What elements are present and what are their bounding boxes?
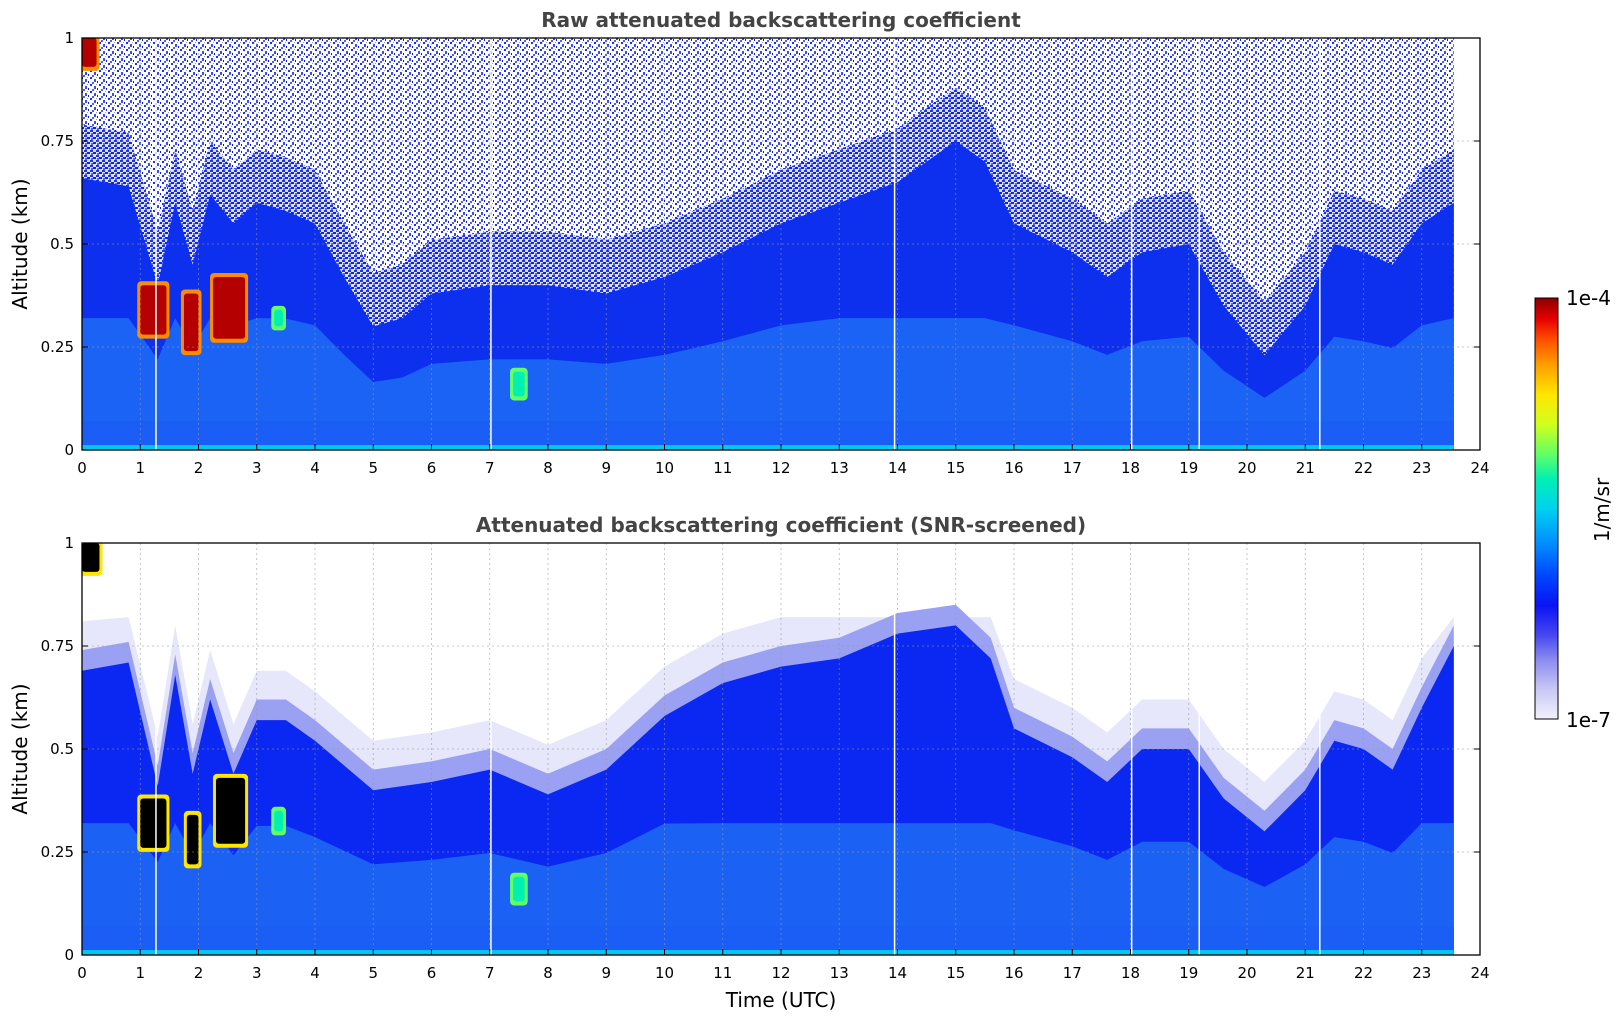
- top-cloud-core-1: [183, 293, 199, 352]
- bottom-plot-area: [82, 543, 1454, 955]
- top-xtick-label-5: 5: [368, 459, 378, 477]
- colorbar-min-label: 1e-7: [1566, 708, 1611, 732]
- top-xtick-label-15: 15: [946, 459, 965, 477]
- bottom-chart-title: Attenuated backscattering coefficient (S…: [476, 513, 1086, 537]
- top-xtick-label-14: 14: [888, 459, 907, 477]
- bottom-xtick-label-16: 16: [1004, 964, 1023, 982]
- bottom-xtick-label-18: 18: [1121, 964, 1140, 982]
- bottom-grid: [82, 543, 1480, 955]
- bottom-ytick-label-0: 0: [64, 946, 74, 964]
- top-plot-area: [82, 38, 1454, 450]
- top-xtick-label-6: 6: [427, 459, 437, 477]
- bottom-y-axis: 0 0.25 0.5 0.75 1: [41, 534, 1480, 964]
- top-xtick-label-23: 23: [1412, 459, 1431, 477]
- bottom-xtick-label-2: 2: [194, 964, 204, 982]
- top-y-axis: 0 0.25 0.5 0.75 1: [41, 29, 1480, 459]
- bottom-xtick-label-20: 20: [1237, 964, 1256, 982]
- top-xtick-label-4: 4: [310, 459, 320, 477]
- top-grid: [82, 38, 1480, 450]
- bottom-xtick-label-12: 12: [771, 964, 790, 982]
- top-ytick-label-4: 1: [64, 29, 74, 47]
- top-xtick-label-19: 19: [1179, 459, 1198, 477]
- bottom-xtick-label-8: 8: [543, 964, 553, 982]
- bottom-cloud-core-2: [215, 777, 246, 844]
- bottom-cloud-core-4: [82, 543, 100, 572]
- colorbar-units-label: 1/m/sr: [1590, 477, 1614, 542]
- bottom-y-axis-label: Altitude (km): [8, 683, 32, 814]
- bottom-x-axis: 0 1 2 3 4 5 6 7 8 9 10 11 12 13 14 15 16 17 18 19 20 21 22 23 24: [77, 949, 1490, 982]
- top-ytick-label-3: 0.75: [41, 132, 74, 150]
- top-ytick-label-1: 0.25: [41, 338, 74, 356]
- top-xtick-label-10: 10: [655, 459, 674, 477]
- top-ground-return: [82, 445, 1454, 450]
- top-xtick-label-0: 0: [77, 459, 87, 477]
- bottom-ground-return: [82, 950, 1454, 955]
- colorbar-scale: [1534, 297, 1559, 720]
- bottom-x-axis-label: Time (UTC): [725, 988, 837, 1012]
- bottom-cloud-core-5: [513, 876, 525, 902]
- top-chart-title: Raw attenuated backscattering coefficien…: [541, 8, 1021, 32]
- bottom-ytick-label-3: 0.75: [41, 637, 74, 655]
- bottom-xtick-label-3: 3: [252, 964, 262, 982]
- top-xtick-label-21: 21: [1296, 459, 1315, 477]
- top-xtick-label-8: 8: [543, 459, 553, 477]
- top-cloud-core-2: [213, 276, 246, 339]
- top-xtick-label-16: 16: [1004, 459, 1023, 477]
- top-xtick-label-20: 20: [1237, 459, 1256, 477]
- top-cloud-core-4: [82, 38, 97, 67]
- top-cloud-core-5: [513, 371, 525, 397]
- bottom-ytick-label-2: 0.5: [50, 740, 74, 758]
- colorbar: 1e-4 1e-7 1/m/sr: [1534, 286, 1614, 732]
- top-ytick-label-0: 0: [64, 441, 74, 459]
- top-xtick-label-11: 11: [713, 459, 732, 477]
- bottom-xtick-label-10: 10: [655, 964, 674, 982]
- top-xtick-label-2: 2: [194, 459, 204, 477]
- top-xtick-label-22: 22: [1354, 459, 1373, 477]
- top-xtick-label-1: 1: [135, 459, 145, 477]
- bottom-xtick-label-19: 19: [1179, 964, 1198, 982]
- bottom-xtick-label-14: 14: [888, 964, 907, 982]
- bottom-xtick-label-13: 13: [830, 964, 849, 982]
- top-x-axis: 0 1 2 3 4 5 6 7 8 9 10 11 12 13 14 15 16 17 18 19 20 21 22 23 24: [77, 444, 1490, 477]
- top-xtick-label-24: 24: [1470, 459, 1489, 477]
- top-cloud-core-0: [140, 285, 167, 335]
- bottom-xtick-label-15: 15: [946, 964, 965, 982]
- bottom-xtick-label-6: 6: [427, 964, 437, 982]
- top-xtick-label-3: 3: [252, 459, 262, 477]
- bottom-xtick-label-17: 17: [1063, 964, 1082, 982]
- bottom-cloud-core-0: [140, 798, 167, 848]
- bottom-xtick-label-9: 9: [601, 964, 611, 982]
- bottom-xtick-label-1: 1: [135, 964, 145, 982]
- top-panel: 0 1 2 3 4 5 6 7 8 9 10 11 12 13 14 15 16 17 18 19 20 21 22 23 24…: [8, 29, 1490, 477]
- bottom-xtick-label-21: 21: [1296, 964, 1315, 982]
- top-cloud-core-3: [274, 309, 283, 327]
- top-xtick-label-9: 9: [601, 459, 611, 477]
- top-xtick-label-17: 17: [1063, 459, 1082, 477]
- bottom-lower-layer: [82, 823, 1454, 955]
- bottom-xtick-label-7: 7: [485, 964, 495, 982]
- bottom-xtick-label-11: 11: [713, 964, 732, 982]
- bottom-cloud-core-1: [186, 814, 199, 865]
- bottom-ytick-label-4: 1: [64, 534, 74, 552]
- top-xtick-label-7: 7: [485, 459, 495, 477]
- top-lower-layer: [82, 318, 1454, 450]
- top-xtick-label-13: 13: [830, 459, 849, 477]
- top-xtick-label-18: 18: [1121, 459, 1140, 477]
- bottom-xtick-label-0: 0: [77, 964, 87, 982]
- bottom-xtick-label-5: 5: [368, 964, 378, 982]
- bottom-xtick-label-4: 4: [310, 964, 320, 982]
- top-ytick-label-2: 0.5: [50, 235, 74, 253]
- bottom-cloud-core-3: [274, 810, 283, 832]
- colorbar-max-label: 1e-4: [1566, 286, 1611, 310]
- top-xtick-label-12: 12: [771, 459, 790, 477]
- bottom-xtick-label-22: 22: [1354, 964, 1373, 982]
- bottom-ytick-label-1: 0.25: [41, 843, 74, 861]
- bottom-panel: 0 1 2 3 4 5 6 7 8 9 10 11 12 13 14 15 16 17 18 19 20 21 22 23 24…: [8, 534, 1490, 1012]
- bottom-xtick-label-24: 24: [1470, 964, 1489, 982]
- top-y-axis-label: Altitude (km): [8, 178, 32, 309]
- bottom-xtick-label-23: 23: [1412, 964, 1431, 982]
